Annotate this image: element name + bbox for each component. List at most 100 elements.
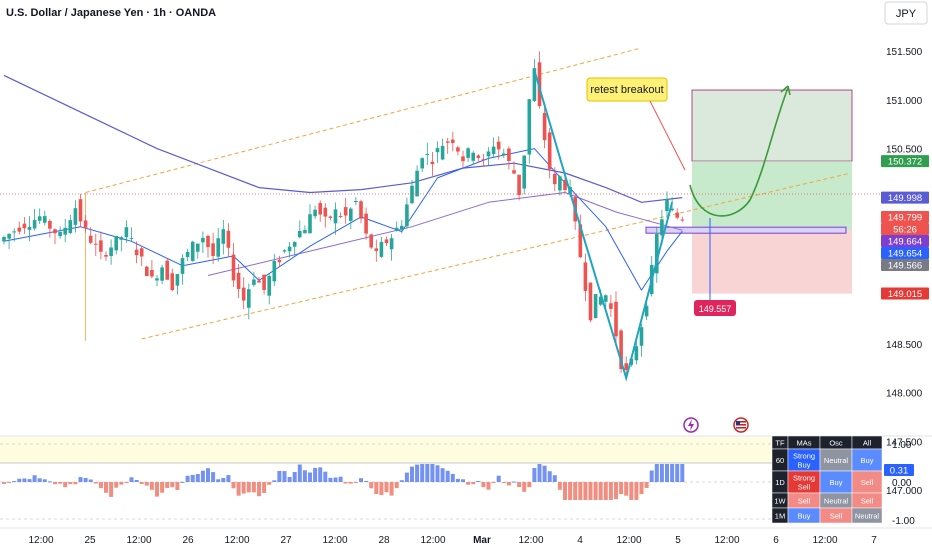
candle-body (12, 231, 16, 233)
entry-band (645, 226, 847, 234)
ta-cell-label: Buy (861, 456, 874, 465)
candle-body (104, 255, 108, 257)
candle-body (48, 220, 52, 229)
oscillator-bar (568, 482, 573, 500)
candle-body (522, 155, 526, 189)
oscillator-bar (2, 482, 6, 484)
oscillator-bar (649, 470, 654, 482)
price-badge-label: 56:26 (893, 225, 917, 236)
target-callout[interactable]: 149.557 (694, 218, 736, 316)
oscillator-bar (211, 472, 216, 482)
candle-body (226, 230, 231, 248)
oscillator-bar (466, 482, 471, 485)
candle-body (338, 215, 343, 217)
candle-body (476, 155, 481, 158)
oscillator-bar (603, 482, 608, 500)
time-tick-label: 12:00 (518, 535, 543, 546)
oscillator-bar (598, 482, 603, 500)
candle-body (456, 147, 460, 152)
candle-body (655, 234, 659, 274)
candle-body (445, 141, 450, 143)
candle-body (170, 273, 175, 291)
candle-body (481, 159, 486, 161)
price-badge (881, 191, 929, 204)
oscillator-bar (557, 482, 562, 490)
oscillator-bar (588, 482, 593, 500)
candle-body (405, 204, 409, 227)
oscillator-bar (12, 481, 17, 483)
oscillator-bar (619, 482, 624, 495)
candle-body (384, 239, 389, 244)
oscillator-bar (404, 472, 409, 482)
oscillator-bar (78, 477, 83, 482)
oscillator-value-label: 0.31 (890, 466, 909, 477)
ta-cell-label: Sell (798, 497, 811, 506)
oscillator-bar (634, 482, 639, 500)
oscillator-histogram (2, 464, 685, 500)
candle-body (313, 209, 317, 217)
ta-cell-label: MAs (797, 439, 812, 448)
candle-body (466, 148, 470, 158)
oscillator-bar (624, 482, 629, 496)
ta-cell-label: Neutral (824, 456, 849, 465)
oscillator-bar (318, 467, 323, 482)
candle-body (78, 199, 83, 222)
oscillator-bar (262, 482, 267, 493)
price-badge (881, 259, 929, 271)
lightning-icon[interactable] (683, 417, 699, 433)
oscillator-bar (680, 464, 685, 482)
candle-body (241, 287, 246, 301)
candle-body (155, 278, 159, 281)
oscillator-bar (455, 478, 460, 482)
oscillator-bar (68, 482, 73, 485)
candle-body (252, 279, 256, 285)
ta-cell-label: Neutral (855, 512, 880, 521)
candle-body (644, 305, 649, 317)
oscillator-bar (226, 475, 231, 482)
ta-cell-label: 1D (775, 478, 785, 487)
oscillator-bar (241, 482, 246, 494)
price-badge-label: 149.015 (888, 289, 922, 300)
oscillator-bar (343, 482, 348, 484)
oscillator-bar (272, 480, 277, 482)
candle-body (343, 207, 348, 216)
oscillator-bar (17, 478, 22, 482)
retest-callout[interactable]: retest breakout (586, 77, 686, 171)
time-axis[interactable]: 12:00 25 12:00 26 12:00 27 12:00 28 12:00 Mar 12:0… (28, 535, 877, 546)
candles (2, 51, 685, 380)
price-badge (881, 211, 929, 223)
oscillator-bar (445, 470, 450, 482)
channel-upper (85, 47, 641, 194)
candle-body (394, 227, 399, 231)
oscillator-bar (379, 482, 384, 496)
oscillator-bar (670, 464, 675, 482)
candle-body (32, 220, 37, 229)
candle-body (282, 250, 287, 252)
oscillator-bar (236, 482, 241, 496)
candle-body (298, 230, 302, 238)
us-flag-icon[interactable] (733, 417, 749, 433)
oscillator-bar (328, 477, 333, 482)
candle-body (670, 208, 674, 211)
candle-body (410, 185, 414, 204)
oscillator-bar (430, 464, 435, 482)
price-badge-label: 149.654 (888, 249, 922, 260)
oscillator-bar (149, 482, 154, 490)
oscillator-bar (425, 464, 430, 482)
candle-body (512, 170, 516, 174)
candle-body (119, 237, 124, 240)
oscillator-bar (251, 482, 256, 493)
oscillator-bar (170, 482, 175, 488)
ta-cell-label: Sell (861, 497, 874, 506)
oscillator-bar (374, 482, 379, 494)
candle-body (660, 219, 664, 236)
oscillator-bar (665, 464, 669, 482)
candle-body (267, 276, 271, 296)
oscillator-bar (37, 478, 42, 482)
candle-body (333, 209, 338, 224)
oscillator-bar (471, 482, 476, 485)
price-badges: 150.372 149.998 149.79956:26149.664149.654… (881, 155, 929, 300)
currency-button[interactable]: JPY (884, 1, 928, 25)
